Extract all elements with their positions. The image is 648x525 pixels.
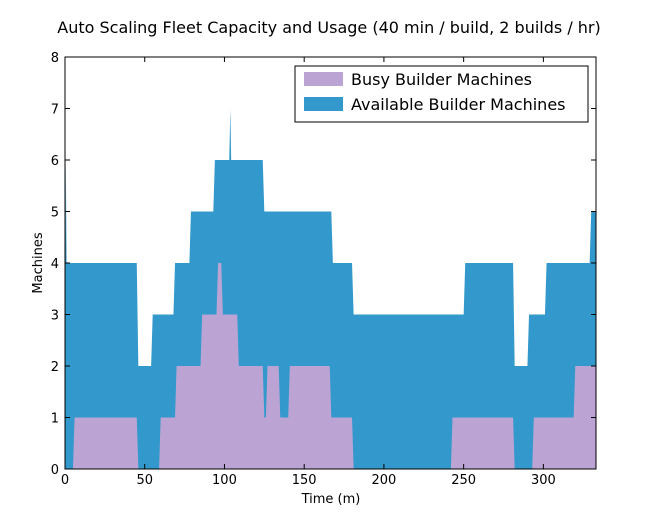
x-tick-label: 100: [212, 473, 237, 488]
y-tick-label: 1: [51, 412, 59, 427]
plot-area: 0 50 100 150 200 250 300 0 1 2 3 4 5 6 7 8: [51, 51, 597, 488]
x-tick-label: 200: [372, 473, 397, 488]
legend-label-busy: Busy Builder Machines: [351, 70, 532, 89]
series-area-1: [65, 263, 596, 469]
x-tick-label: 300: [531, 473, 556, 488]
y-tick-label: 4: [51, 257, 59, 272]
x-tick-label: 150: [292, 473, 317, 488]
y-tick-label: 8: [51, 51, 59, 66]
legend: Busy Builder Machines Available Builder …: [294, 65, 589, 123]
area-layer: [65, 108, 596, 469]
x-tick-label: 250: [451, 473, 476, 488]
legend-box: [294, 65, 589, 123]
x-tick-label: 50: [136, 473, 153, 488]
y-tick-label: 2: [51, 360, 59, 375]
y-tick-label: 5: [51, 206, 59, 221]
y-axis-ticks: 0 1 2 3 4 5 6 7 8: [51, 51, 596, 478]
legend-swatch-available: [304, 97, 343, 111]
x-axis-label: Time (m): [301, 492, 361, 507]
x-axis-ticks: 0 50 100 150 200 250 300: [61, 57, 556, 488]
y-tick-label: 0: [51, 463, 59, 478]
legend-label-available: Available Builder Machines: [351, 95, 566, 114]
y-axis-label: Machines: [31, 232, 46, 293]
y-tick-label: 7: [51, 103, 59, 118]
y-tick-label: 6: [51, 154, 59, 169]
chart-title: Auto Scaling Fleet Capacity and Usage (4…: [57, 18, 601, 37]
x-tick-label: 0: [61, 473, 69, 488]
legend-swatch-busy: [304, 72, 343, 86]
y-tick-label: 3: [51, 309, 59, 324]
